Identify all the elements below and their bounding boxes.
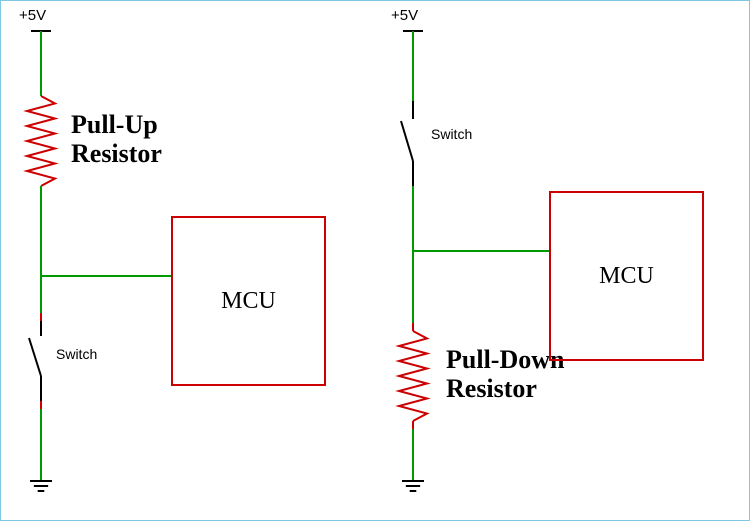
pulldown-mcu-label: MCU xyxy=(599,263,654,290)
pulldown-title-line2: Resistor xyxy=(446,374,537,403)
pullup-switch-label: Switch xyxy=(56,346,97,362)
pullup-title-line1: Pull-Up xyxy=(71,110,158,139)
pullup-mcu-label: MCU xyxy=(221,288,276,315)
pulldown-voltage-label: +5V xyxy=(391,7,418,24)
pulldown-mcu-box: MCU xyxy=(549,191,704,361)
pulldown-title: Pull-Down Resistor xyxy=(446,346,564,403)
pulldown-circuit xyxy=(399,31,549,491)
pullup-title-line2: Resistor xyxy=(71,139,162,168)
pullup-mcu-box: MCU xyxy=(171,216,326,386)
pulldown-title-line1: Pull-Down xyxy=(446,345,564,374)
diagram-canvas: +5V Pull-Up Resistor Switch MCU +5V Pull… xyxy=(0,0,750,521)
pullup-voltage-label: +5V xyxy=(19,7,46,24)
pullup-title: Pull-Up Resistor xyxy=(71,111,162,168)
pullup-circuit xyxy=(27,31,171,491)
pulldown-switch-label: Switch xyxy=(431,126,472,142)
